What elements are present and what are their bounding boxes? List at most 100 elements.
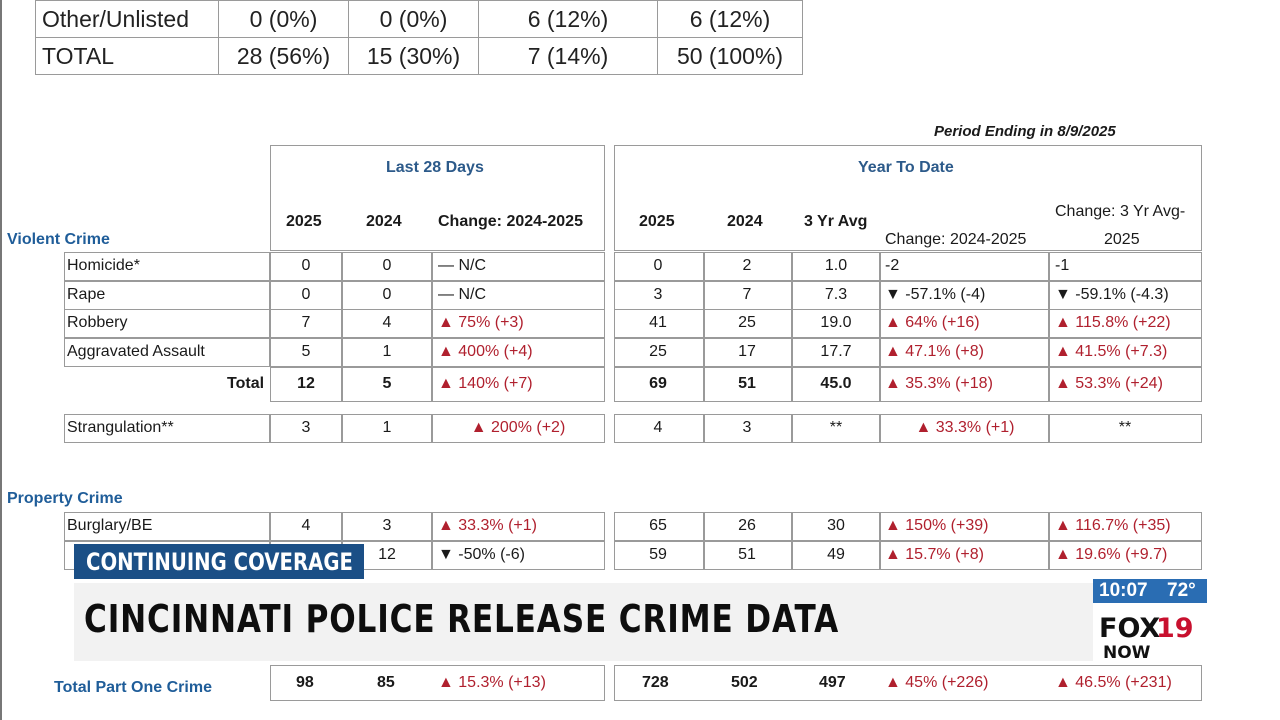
part-one-lchg: ▲ 15.3% (+13) [438, 674, 546, 691]
cell-l24: 12 [378, 545, 396, 563]
total-part-one-label: Total Part One Crime [54, 679, 212, 696]
cell-l24: 4 [382, 313, 392, 331]
cell-box [342, 367, 432, 402]
part-one-ychg: ▲ 45% (+226) [885, 674, 989, 691]
cell-avg: 19.0 [820, 313, 852, 331]
cell-box [342, 512, 432, 541]
cell-box [1049, 338, 1202, 367]
cell-box [614, 338, 704, 367]
cell-lchg: — N/C [438, 256, 486, 274]
row-label: Aggravated Assault [67, 342, 205, 360]
cell-y24: 17 [738, 342, 756, 360]
cell-lchg: ▲ 140% (+7) [438, 374, 533, 392]
label-cell-box [64, 512, 270, 541]
cell-box [342, 309, 432, 338]
cell-achg: ▲ 41.5% (+7.3) [1055, 342, 1168, 360]
cell-box [880, 367, 1049, 402]
svg-text:NOW: NOW [1103, 643, 1151, 661]
cell-l25: 0 [301, 256, 311, 274]
cell-box [270, 512, 342, 541]
cell-l24: 1 [382, 342, 392, 360]
col-header-ytd-2025: 2025 [639, 213, 675, 230]
cell-box [342, 338, 432, 367]
period-ending-label: Period Ending in 8/9/2025 [934, 123, 1116, 140]
fox19-logo: FOX 19 NOW [1093, 603, 1207, 663]
cell-box [270, 367, 342, 402]
cell-avg: 7.3 [824, 285, 848, 303]
cell-l25: 12 [297, 374, 315, 392]
cell-box [614, 414, 704, 443]
part-one-l25: 98 [296, 674, 314, 691]
property-crime-section-title: Property Crime [7, 490, 123, 507]
cell-box [880, 252, 1049, 281]
part-one-l24: 85 [377, 674, 395, 691]
cell-box [880, 309, 1049, 338]
row-label: Burglary/BE [67, 516, 153, 534]
cell-l25: 0 [301, 285, 311, 303]
label-cell-box [64, 309, 270, 338]
coverage-tag: CONTINUING COVERAGE [74, 544, 364, 579]
cell-box [1049, 252, 1202, 281]
cell-ychg: ▼ -57.1% (-4) [885, 285, 986, 303]
cell-box [1049, 309, 1202, 338]
col-header-change: Change: 2024-2025 [438, 213, 583, 230]
cell-box [704, 338, 792, 367]
col-header-2025: 2025 [286, 213, 322, 230]
svg-text:FOX: FOX [1099, 613, 1160, 644]
cell-y25: 65 [649, 516, 667, 534]
part-one-achg: ▲ 46.5% (+231) [1055, 674, 1172, 691]
row-label: Rape [67, 285, 106, 303]
cell-y25: 25 [649, 342, 667, 360]
cell-l24: 0 [382, 256, 392, 274]
part-one-last28-box [270, 665, 605, 701]
cell-ychg: ▲ 33.3% (+1) [915, 418, 1015, 436]
cell-y24: 51 [738, 545, 756, 563]
cell-box [1049, 541, 1202, 570]
cell-ychg: ▲ 35.3% (+18) [885, 374, 993, 392]
cell-box [704, 541, 792, 570]
last28-header-box [270, 145, 605, 251]
violent-crime-section-title: Violent Crime [7, 231, 110, 248]
cell-box [432, 541, 605, 570]
svg-text:19: 19 [1156, 613, 1194, 644]
cell-box [1049, 367, 1202, 402]
cell-y25: 59 [649, 545, 667, 563]
cell-box [704, 367, 792, 402]
cell-avg: ** [829, 418, 843, 436]
col-header-avg-change-year: 2025 [1104, 231, 1140, 248]
cell-box [270, 252, 342, 281]
col-header-3yr-avg: 3 Yr Avg [804, 213, 868, 230]
cell-achg: ** [1118, 418, 1132, 436]
cell-avg: 30 [827, 516, 845, 534]
cell-box [432, 414, 605, 443]
cell-y24: 3 [742, 418, 752, 436]
label-cell-box [64, 414, 270, 443]
cell-l24: 3 [382, 516, 392, 534]
cell-lchg: ▲ 33.3% (+1) [438, 516, 537, 534]
cell-box [342, 252, 432, 281]
cell-ychg: ▲ 47.1% (+8) [885, 342, 984, 360]
cell-ychg: -2 [885, 256, 900, 274]
cell-achg: ▼ -59.1% (-4.3) [1055, 285, 1169, 303]
row-label: Homicide* [67, 256, 140, 274]
cell-y25: 4 [653, 418, 663, 436]
cell-achg: ▲ 53.3% (+24) [1055, 374, 1163, 392]
cell-box [270, 309, 342, 338]
cell-l25: 3 [301, 418, 311, 436]
cell-avg: 17.7 [820, 342, 852, 360]
cell-box [880, 541, 1049, 570]
cell-box [792, 309, 880, 338]
cell-l24: 5 [382, 374, 392, 392]
cell-box [792, 414, 880, 443]
cell-lchg: ▲ 400% (+4) [438, 342, 533, 360]
part-one-ytd-box [614, 665, 1202, 701]
left-border [0, 0, 2, 720]
cell-achg: ▲ 19.6% (+9.7) [1055, 545, 1168, 563]
cell-l25: 4 [301, 516, 311, 534]
ytd-group-title: Year To Date [858, 159, 954, 176]
cell-box [792, 541, 880, 570]
cell-avg: 49 [827, 545, 845, 563]
col-header-ytd-change: Change: 2024-2025 [885, 231, 1027, 248]
cell-box [614, 309, 704, 338]
col-header-avg-change: Change: 3 Yr Avg- [1055, 203, 1186, 220]
